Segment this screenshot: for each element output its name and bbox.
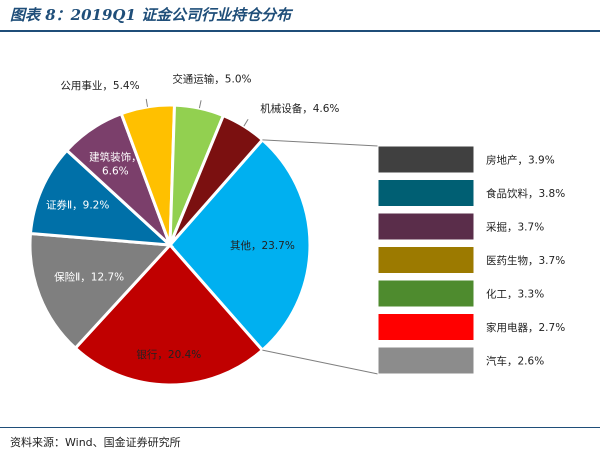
connector-line xyxy=(262,349,379,375)
slice-label: 其他，23.7% xyxy=(230,239,295,252)
slice-label: 6.6% xyxy=(102,166,129,178)
slice-label: 证券Ⅱ，9.2% xyxy=(46,199,109,212)
slice-label: 交通运输，5.0% xyxy=(172,72,251,85)
slice-label: 公用事业，5.4% xyxy=(60,79,139,92)
source-note: 资料来源：Wind、国金证券研究所 xyxy=(10,436,181,449)
breakdown-label: 食品饮料，3.8% xyxy=(486,187,565,200)
breakdown-bar xyxy=(377,179,475,207)
breakdown-label: 医药生物，3.7% xyxy=(486,254,565,267)
breakdown-bar xyxy=(377,346,475,375)
pie-slice xyxy=(73,242,265,387)
slice-label: 机械设备，4.6% xyxy=(260,102,339,115)
breakdown-label: 化工，3.3% xyxy=(486,288,544,301)
slice-label: 建筑装饰， xyxy=(89,151,142,164)
slice-label: 保险Ⅱ，12.7% xyxy=(54,271,124,284)
chart-title: 图表 8：2019Q1 证金公司行业持仓分布 xyxy=(10,6,292,24)
breakdown-bar xyxy=(377,313,475,341)
connector-line xyxy=(262,139,379,147)
pie-slice xyxy=(28,148,175,247)
breakdown-label: 采掘，3.7% xyxy=(486,221,544,234)
slice-label: 银行，20.4% xyxy=(136,348,201,361)
breakdown-bar xyxy=(377,212,475,241)
pie-slice xyxy=(168,113,265,246)
breakdown-bar xyxy=(377,246,475,274)
leader-line xyxy=(243,119,249,127)
title-rule xyxy=(0,30,600,32)
breakdown-bar xyxy=(377,145,475,174)
pie-slice xyxy=(28,231,174,351)
leader-line xyxy=(198,100,202,109)
pie-slice xyxy=(168,137,312,353)
footer-rule xyxy=(0,427,600,428)
breakdown-label: 家用电器，2.7% xyxy=(486,321,565,334)
breakdown-label: 汽车，2.6% xyxy=(486,355,544,368)
leader-line xyxy=(145,98,148,107)
breakdown-label: 房地产，3.9% xyxy=(486,154,555,167)
breakdown-bar xyxy=(377,279,475,308)
